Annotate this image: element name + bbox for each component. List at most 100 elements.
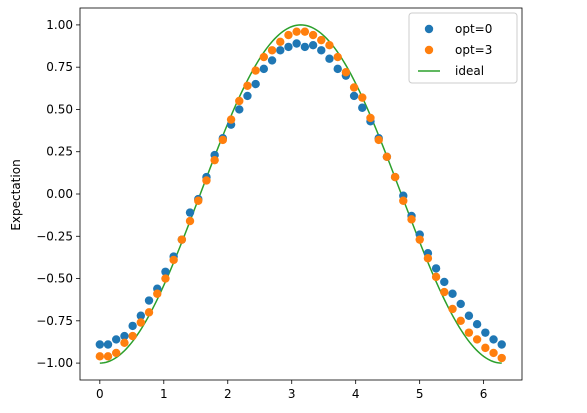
y-tick-label: −1.00 [36,356,73,370]
y-tick-label: −0.25 [36,229,73,243]
data-point [120,331,129,341]
data-point [136,311,146,320]
y-tick-label: 0.00 [46,187,73,201]
data-point [497,340,506,349]
data-point [349,83,359,92]
data-point [128,321,137,331]
data-point [169,255,178,265]
y-tick-label: 0.25 [46,145,73,159]
data-point [210,155,219,165]
x-tick-label: 4 [352,387,360,401]
data-point [325,41,334,50]
data-point [144,296,154,305]
data-point [456,316,465,326]
data-point [243,91,252,101]
data-point [472,320,482,329]
data-point [300,27,310,36]
data-point [144,308,154,317]
data-point [317,46,326,55]
data-point [399,196,408,205]
legend-label: opt=3 [455,43,492,57]
data-point [103,352,113,361]
x-tick-label: 6 [480,387,488,401]
data-point [325,54,334,63]
data-point [341,68,351,77]
y-tick-label: −0.50 [36,272,73,286]
data-point [448,304,457,314]
data-point [235,105,244,114]
data-point [317,35,326,45]
data-point [103,340,113,349]
data-point [333,52,342,62]
data-point [251,79,260,89]
data-point [464,328,474,337]
data-point [415,235,424,244]
legend-label: opt=0 [455,22,492,36]
data-point [128,331,137,341]
data-point [308,30,318,40]
data-point [423,254,433,263]
data-point [161,274,170,283]
y-tick-label: 0.75 [46,60,73,74]
data-point [136,318,146,327]
data-point [153,289,162,298]
data-point [95,340,105,349]
y-tick-label: −0.75 [36,314,73,328]
data-point [112,348,121,358]
data-point [374,135,383,145]
data-point [440,277,449,287]
legend-marker [424,45,434,55]
data-point [431,264,441,273]
series-opt-3 [95,27,506,363]
data-point [226,115,236,124]
data-point [112,335,121,344]
data-point [366,113,375,123]
data-point [276,37,285,47]
data-point [284,42,293,52]
data-point [185,208,195,217]
data-point [456,299,465,309]
data-point [349,91,359,101]
data-point [259,52,269,62]
data-point [251,66,260,75]
data-point [267,46,277,55]
data-point [194,196,203,205]
data-point [407,215,416,224]
legend: opt=0 opt=3 ideal [408,12,518,84]
legend-box [408,12,518,84]
data-point [267,56,277,65]
y-axis-label: Expectation [9,159,23,230]
data-point [358,93,367,102]
data-point [177,235,187,244]
data-point [292,27,301,36]
data-point [431,272,441,282]
x-tick-label: 5 [416,387,424,401]
data-point [440,287,449,297]
data-point [464,311,474,320]
x-tick-label: 2 [224,387,232,401]
x-tick-label: 0 [96,387,104,401]
data-point [218,135,228,145]
x-tick-label: 1 [160,387,168,401]
data-point [243,81,252,90]
data-point [161,267,170,276]
data-point [259,64,269,74]
data-point [185,216,195,226]
data-point [481,343,490,353]
data-point [308,41,318,50]
data-point [300,42,310,52]
legend-label: ideal [455,64,484,78]
data-point [202,176,211,185]
y-tick-label: 0.50 [46,102,73,116]
legend-marker [424,24,434,34]
data-point [497,353,506,363]
x-tick-label: 3 [288,387,296,401]
data-point [472,335,482,344]
data-point [120,338,129,347]
data-point [481,328,490,337]
data-point [235,96,244,106]
data-point [284,30,293,40]
plot-area [95,24,506,364]
series-opt-0 [95,39,506,349]
